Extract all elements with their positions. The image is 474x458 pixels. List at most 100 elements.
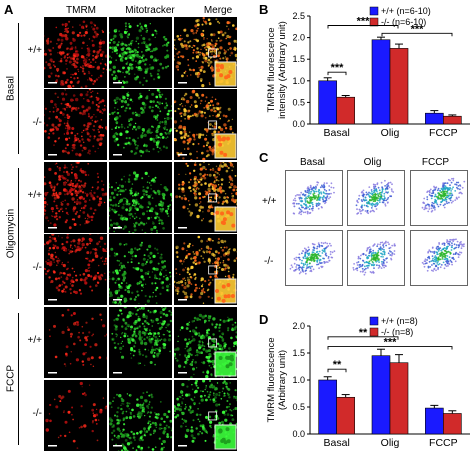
x-tick-label: FCCP (429, 127, 458, 139)
bar (389, 48, 409, 125)
bar (371, 355, 391, 435)
bar (336, 396, 355, 435)
significance-bracket (327, 368, 347, 373)
y-tick-label: 2.0 (292, 33, 305, 43)
y-tick-label: 1.5 (292, 54, 305, 64)
flow-row-ko: -/- (264, 256, 274, 267)
row-label: -/- (32, 261, 42, 273)
flow-plot (410, 170, 468, 226)
row-label: +/+ (27, 44, 42, 56)
micrograph-tile (174, 380, 237, 451)
micrograph-tile (174, 162, 237, 233)
legend-label: +/+ (n=6-10) (381, 6, 431, 16)
micrograph-tile (44, 17, 107, 88)
group-bracket (18, 168, 19, 299)
micrograph-tile (109, 89, 172, 160)
x-tick-label: Basal (324, 127, 350, 139)
row-label: -/- (32, 116, 42, 128)
col-header-merge: Merge (203, 5, 233, 16)
y-tick-label: 0.5 (292, 97, 305, 107)
bar (389, 362, 409, 435)
micrograph-tile (109, 380, 172, 451)
group-label: FCCP (5, 364, 17, 393)
flow-col-olig: Olig (363, 157, 382, 168)
flow-plot (285, 170, 343, 226)
flow-plot (410, 230, 468, 286)
bar (318, 379, 337, 435)
y-tick-label: 0.0 (292, 119, 305, 129)
y-tick-label: 1.0 (292, 76, 305, 86)
x-tick-label: FCCP (429, 437, 458, 449)
significance-label: *** (331, 62, 345, 74)
legend-swatch (369, 17, 379, 27)
significance-bracket (327, 25, 399, 29)
y-tick-label: 2.0 (292, 321, 305, 331)
y-tick-label: 0.5 (292, 402, 305, 412)
y-axis-label: intensity (Arbitrary unit) (277, 21, 288, 119)
micrograph-tile (44, 234, 107, 305)
significance-bracket (381, 32, 453, 37)
flow-plot (285, 230, 343, 286)
micrograph-tile (109, 234, 172, 305)
group-bracket (18, 23, 19, 154)
micrograph-tile (109, 162, 172, 233)
row-label: +/+ (27, 189, 42, 201)
legend-label: -/- (n=6-10) (381, 17, 426, 27)
y-tick-label: 2.5 (292, 11, 305, 21)
legend-label: +/+ (n=8) (381, 316, 418, 326)
micrograph-tile (174, 17, 237, 88)
legend-swatch (369, 327, 379, 337)
micrograph-tile (174, 89, 237, 160)
legend-swatch (369, 6, 379, 16)
panel-b-chart: 0.0 0.5 1.0 1.5 2.0 2.5 TMRM fluorescence inten… (266, 6, 470, 139)
x-tick-label: Basal (324, 437, 350, 449)
y-axis-label: TMRM fluorescence (266, 338, 277, 423)
flow-col-fccp: FCCP (421, 157, 450, 168)
y-tick-label: 1.0 (292, 375, 305, 385)
bar (371, 39, 391, 125)
group-bracket (18, 313, 19, 445)
y-axis-label: (Arbitrary unit) (277, 350, 288, 410)
significance-bracket (327, 71, 347, 76)
micrograph-tile (174, 307, 237, 378)
micrograph-tile (44, 380, 107, 451)
micrograph-tile (44, 162, 107, 233)
flow-plot (347, 170, 405, 226)
row-label: +/+ (27, 334, 42, 346)
panel-a-letter: A (4, 2, 14, 17)
legend-swatch (369, 316, 379, 326)
significance-label: *** (357, 16, 371, 28)
flow-plot (347, 230, 405, 286)
row-label: -/- (32, 407, 42, 419)
x-tick-label: Olig (381, 127, 400, 139)
x-tick-label: Olig (381, 437, 400, 449)
bar (443, 413, 462, 435)
micrograph-tile (44, 307, 107, 378)
bar (318, 80, 337, 125)
y-axis-label: TMRM fluorescence (266, 28, 277, 113)
significance-label: *** (411, 23, 425, 35)
flow-col-basal: Basal (299, 157, 325, 168)
legend-label: -/- (n=8) (381, 327, 413, 337)
y-tick-label: 1.5 (292, 348, 305, 358)
micrograph-tile (174, 234, 237, 305)
significance-bracket (327, 336, 399, 340)
group-label: Basal (5, 75, 17, 101)
micrograph-tile (44, 89, 107, 160)
panel-d-letter: D (259, 312, 269, 327)
panel-d-chart: 0.0 0.5 1.0 1.5 2.0 TMRM fluorescence (Arbitra… (266, 316, 470, 449)
bar (425, 112, 444, 125)
significance-bracket (327, 346, 453, 350)
y-tick-label: 0.0 (292, 429, 305, 439)
bar (425, 407, 444, 435)
group-label: Oligomycin (5, 208, 17, 258)
panel-b-letter: B (259, 2, 269, 17)
col-header-tmrm: TMRM (66, 5, 96, 16)
significance-label: ** (333, 359, 342, 371)
panel-c-letter: C (259, 150, 269, 165)
col-header-mitotracker: Mitotracker (125, 5, 175, 16)
significance-label: *** (384, 337, 398, 349)
bar (336, 96, 355, 125)
significance-label: ** (359, 327, 368, 339)
bar (443, 115, 462, 125)
